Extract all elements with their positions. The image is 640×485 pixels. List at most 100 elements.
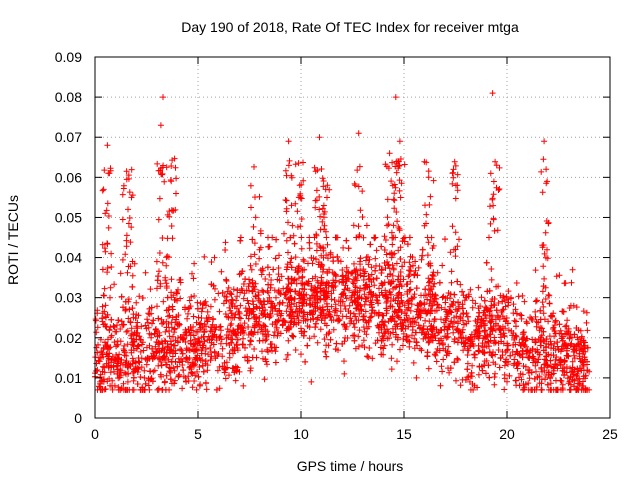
data-point [563, 322, 570, 329]
data-point [424, 296, 431, 303]
data-point [467, 373, 474, 379]
data-point [199, 342, 206, 349]
data-point [230, 286, 237, 293]
data-point [167, 376, 174, 383]
data-point [156, 250, 163, 256]
data-point [156, 195, 163, 202]
data-point [208, 281, 215, 288]
data-point [154, 285, 160, 292]
data-point [584, 327, 591, 334]
data-point [115, 317, 122, 324]
data-point [311, 303, 318, 310]
data-point [449, 301, 456, 307]
data-point [232, 311, 239, 318]
data-point [406, 234, 413, 241]
data-point [237, 237, 244, 244]
data-point [295, 194, 302, 201]
data-point [445, 290, 452, 296]
data-point [339, 273, 346, 280]
data-point [306, 335, 313, 342]
data-point [314, 339, 321, 346]
data-point [422, 317, 429, 324]
data-point [100, 363, 107, 370]
data-point [563, 352, 570, 359]
data-point [546, 300, 553, 307]
data-point [355, 130, 362, 137]
data-point [401, 161, 408, 168]
data-point [160, 354, 167, 361]
data-point [384, 196, 391, 203]
data-point [222, 311, 229, 317]
data-point [177, 276, 184, 283]
data-point [247, 337, 254, 344]
data-point [519, 336, 525, 343]
data-point [547, 380, 554, 387]
data-point [308, 378, 315, 385]
data-point [543, 180, 550, 187]
data-point [163, 307, 170, 314]
data-point [164, 349, 170, 356]
data-point [163, 318, 170, 325]
data-point [542, 376, 548, 383]
data-point [237, 234, 244, 241]
data-point [229, 336, 236, 343]
data-point [288, 255, 295, 262]
data-point [283, 197, 290, 204]
data-point [285, 323, 292, 330]
data-point [493, 162, 500, 169]
data-point [378, 243, 385, 250]
data-point [413, 374, 420, 381]
data-point [221, 359, 228, 366]
data-point [491, 334, 498, 341]
data-point [302, 358, 309, 365]
data-point [371, 234, 378, 241]
data-point [545, 369, 552, 376]
data-point [518, 376, 525, 383]
data-point [103, 323, 110, 330]
data-point [101, 167, 108, 174]
data-point [164, 344, 171, 351]
data-point [127, 239, 134, 246]
data-point [393, 331, 400, 338]
data-point [143, 361, 150, 368]
data-point [275, 271, 282, 278]
data-point [272, 319, 279, 326]
data-point [491, 374, 498, 380]
data-point [212, 285, 218, 292]
data-point [381, 260, 388, 266]
data-point [137, 374, 144, 380]
data-point [396, 306, 403, 313]
data-point [410, 262, 416, 269]
data-point [104, 241, 111, 247]
data-point [107, 369, 114, 376]
data-point [95, 341, 101, 348]
data-point [262, 356, 269, 363]
data-point [179, 350, 186, 357]
x-axis-title: GPS time / hours [297, 458, 404, 474]
data-point [399, 263, 406, 270]
data-point [233, 368, 240, 375]
data-point [123, 358, 130, 364]
data-point [128, 347, 135, 354]
data-point [178, 347, 185, 354]
data-point [340, 244, 347, 251]
data-point [242, 276, 249, 283]
data-point [392, 94, 399, 101]
data-point [366, 345, 373, 351]
data-point [207, 303, 214, 310]
data-point [200, 333, 207, 340]
data-point [568, 279, 575, 286]
data-point [385, 165, 392, 172]
data-point [327, 249, 334, 256]
data-point [350, 222, 357, 229]
data-point [538, 386, 545, 393]
data-point [491, 302, 498, 309]
data-point [163, 372, 170, 379]
data-point [118, 293, 125, 300]
data-point [571, 343, 577, 350]
data-point [428, 234, 435, 241]
data-point [255, 289, 262, 296]
data-point [298, 245, 305, 252]
data-point [461, 321, 467, 328]
data-point [505, 288, 512, 295]
